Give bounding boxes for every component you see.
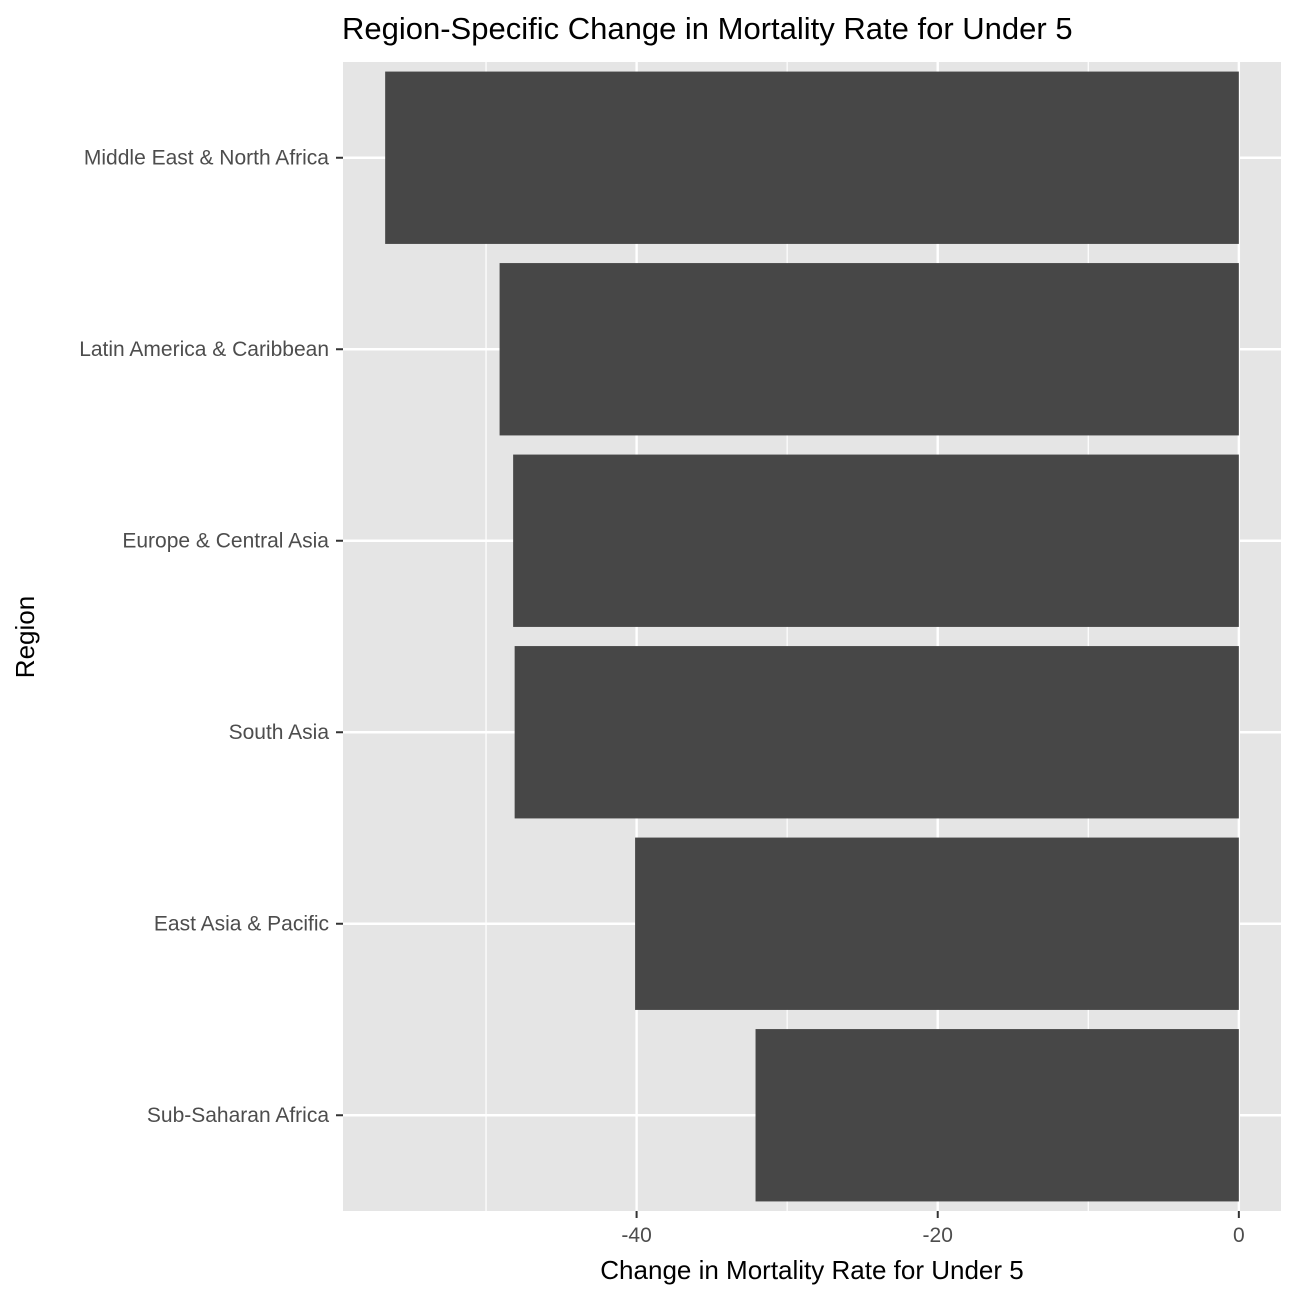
bars (385, 71, 1239, 1202)
x-tick-label: 0 (1233, 1224, 1245, 1247)
x-axis: -40 -20 0 (621, 1211, 1245, 1247)
bar (514, 646, 1239, 819)
minor-gridlines (485, 62, 1089, 1211)
y-tick-label: South Asia (229, 721, 330, 744)
y-tick-label: Europe & Central Asia (122, 529, 329, 552)
plot-panel (343, 62, 1281, 1211)
y-tick-label: Middle East & North Africa (84, 146, 329, 169)
bar (635, 837, 1239, 1010)
chart-title: Region-Specific Change in Mortality Rate… (342, 11, 1073, 46)
bar (513, 454, 1239, 627)
y-tick-label: Latin America & Caribbean (79, 338, 329, 361)
bar (385, 71, 1239, 244)
y-tick-label: East Asia & Pacific (154, 912, 329, 935)
x-tick-label: -20 (923, 1224, 953, 1247)
y-axis-title: Region (10, 596, 40, 678)
bar (755, 1029, 1239, 1202)
x-tick-label: -40 (621, 1224, 651, 1247)
x-axis-title: Change in Mortality Rate for Under 5 (600, 1255, 1023, 1285)
y-axis: Middle East & North Africa Latin America … (79, 146, 343, 1127)
bar (499, 263, 1239, 436)
y-tick-label: Sub-Saharan Africa (147, 1104, 329, 1127)
